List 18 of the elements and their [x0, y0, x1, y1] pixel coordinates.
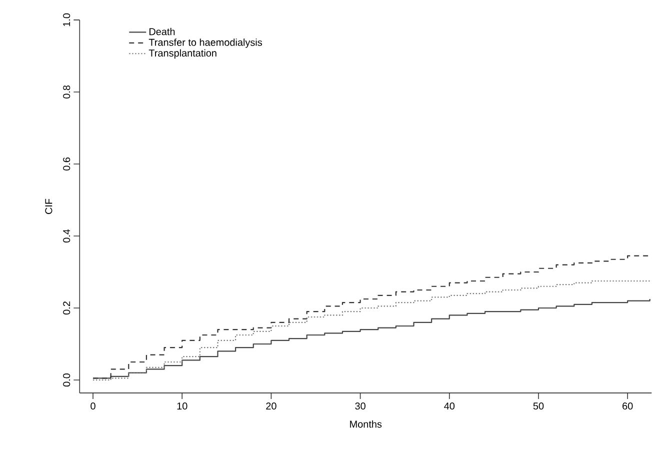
y-tick-label: 0.6 — [63, 157, 70, 171]
x-tick-label: 50 — [533, 402, 544, 410]
x-tick-label: 30 — [355, 402, 366, 410]
y-tick-label: 0.4 — [63, 229, 70, 243]
x-tick-label: 40 — [444, 402, 455, 410]
y-tick-label: 0.2 — [63, 302, 70, 315]
y-tick-label: 0.8 — [63, 85, 70, 98]
x-tick-label: 60 — [622, 402, 633, 410]
x-tick-label: 0 — [90, 402, 96, 410]
x-axis-title: Months — [350, 420, 382, 428]
legend-label: Death — [149, 28, 175, 36]
legend-label: Transplantation — [148, 49, 216, 59]
legend-label: Transfer to haemodialysis — [148, 38, 262, 48]
y-tick-label: 0.0 — [63, 373, 70, 387]
x-tick-label: 10 — [177, 402, 188, 410]
y-tick-label: 1.0 — [63, 13, 70, 26]
x-tick-label: 20 — [266, 402, 276, 410]
y-axis-title: CIF — [45, 198, 52, 214]
